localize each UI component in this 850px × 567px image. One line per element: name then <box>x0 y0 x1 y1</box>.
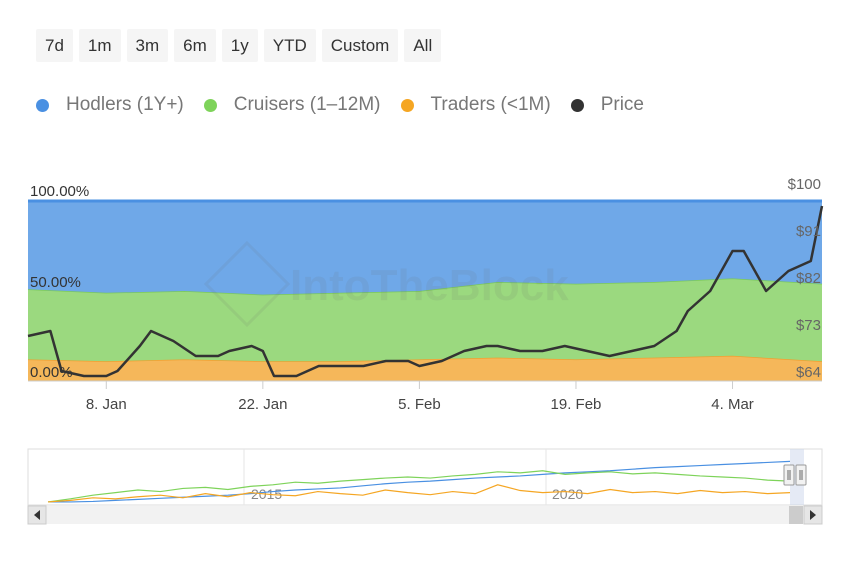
legend-item-cruisers[interactable]: Cruisers (1–12M) <box>203 94 381 116</box>
legend-dot-cruisers <box>203 98 217 112</box>
range-button-all[interactable]: All <box>404 29 442 62</box>
range-button-6m[interactable]: 6m <box>174 29 216 62</box>
chart-legend: Hodlers (1Y+) Cruisers (1–12M) Traders (… <box>36 94 664 116</box>
legend-label-price: Price <box>600 94 644 115</box>
y-right-tick-label: $73 <box>796 317 821 334</box>
legend-item-hodlers[interactable]: Hodlers (1Y+) <box>36 94 184 116</box>
legend-item-traders[interactable]: Traders (<1M) <box>400 94 551 116</box>
legend-item-price[interactable]: Price <box>570 94 644 116</box>
y-right-tick-label: $64 <box>796 364 821 381</box>
navigator-year-label: 2020 <box>552 486 583 502</box>
range-selector: 7d 1m 3m 6m 1y YTD Custom All <box>36 29 442 62</box>
legend-dot-price <box>570 98 584 112</box>
range-button-ytd[interactable]: YTD <box>263 29 316 62</box>
range-button-custom[interactable]: Custom <box>321 29 399 62</box>
arrow-right-icon <box>810 510 816 520</box>
navigator-line-cruisers <box>47 470 791 503</box>
y-right-tick-label: $91 <box>796 223 821 240</box>
range-button-3m[interactable]: 3m <box>126 29 169 62</box>
legend-label-cruisers: Cruisers (1–12M) <box>233 94 381 115</box>
range-button-1m[interactable]: 1m <box>78 29 121 62</box>
legend-label-hodlers: Hodlers (1Y+) <box>66 94 184 115</box>
watermark-logo-icon <box>203 240 291 328</box>
x-axis-ticks: 8. Jan 22. Jan 5. Feb 19. Feb 4. Mar <box>86 381 754 413</box>
navigator-line-traders <box>47 484 791 503</box>
range-button-1y[interactable]: 1y <box>221 29 258 62</box>
area-cruisers <box>28 278 822 362</box>
x-tick-label: 8. Jan <box>86 396 127 413</box>
arrow-left-icon <box>34 510 40 520</box>
watermark-text: IntoTheBlock <box>290 261 569 310</box>
y-axis-left: 100.00% 50.00% 0.00% <box>30 183 89 381</box>
scrollbar-track[interactable] <box>28 506 822 524</box>
y-right-tick-label: $82 <box>796 270 821 287</box>
legend-dot-hodlers <box>36 98 49 112</box>
navigator-handle-right[interactable] <box>795 464 807 486</box>
navigator-handle-left[interactable] <box>783 464 795 486</box>
navigator-series <box>47 460 791 503</box>
y-left-tick-label: 100.00% <box>30 183 89 200</box>
y-right-tick-label: $100 <box>788 176 821 193</box>
x-tick-label: 5. Feb <box>398 396 441 413</box>
navigator-line-hodlers <box>48 460 791 503</box>
navigator-scrollbar[interactable] <box>27 505 823 525</box>
navigator[interactable]: 2015 2020 <box>27 448 823 506</box>
y-axis-right: $100 $91 $82 $73 $64 <box>788 176 821 381</box>
scrollbar-thumb[interactable] <box>789 506 803 524</box>
range-button-7d[interactable]: 7d <box>36 29 73 62</box>
area-traders <box>28 355 822 381</box>
price-series-line <box>27 205 824 378</box>
x-tick-label: 4. Mar <box>711 396 754 413</box>
watermark: IntoTheBlock <box>203 240 569 328</box>
legend-label-traders: Traders (<1M) <box>430 94 551 115</box>
x-tick-label: 19. Feb <box>551 396 602 413</box>
stacked-areas <box>27 199 823 381</box>
legend-dot-traders <box>400 98 414 112</box>
area-hodlers <box>28 201 822 295</box>
x-tick-label: 22. Jan <box>238 396 287 413</box>
y-left-tick-label: 50.00% <box>30 274 81 291</box>
y-left-tick-label: 0.00% <box>30 364 73 381</box>
